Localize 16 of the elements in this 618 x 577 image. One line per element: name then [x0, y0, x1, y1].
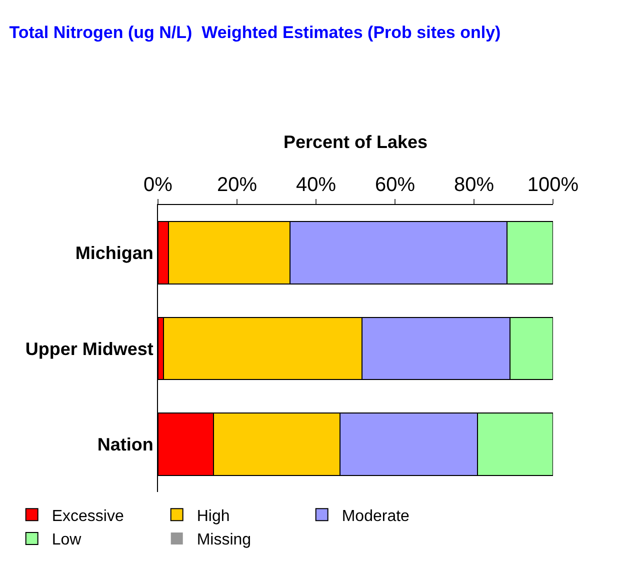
x-tick-label: 40% — [296, 174, 336, 196]
x-tick-label: 60% — [374, 174, 416, 196]
y-tick-label: Michigan — [75, 243, 154, 264]
legend-label: Moderate — [342, 508, 410, 525]
x-tick-label: 20% — [216, 174, 258, 196]
legend-label: Low — [52, 532, 82, 549]
x-axis-title: Percent of Lakes — [283, 132, 428, 152]
legend-label: Excessive — [52, 508, 124, 525]
x-tick-label: 80% — [454, 174, 494, 196]
legend-label: High — [196, 508, 230, 525]
x-tick-label: 0% — [144, 174, 173, 196]
x-tick-label: 100% — [527, 174, 579, 196]
y-tick-label: Upper Midwest — [25, 338, 154, 359]
y-tick-label: Nation — [97, 434, 154, 454]
legend-label: Missing — [196, 532, 252, 549]
chart-title: Total Nitrogen (ug N/L) Weighted Estimates (Prob sites only) — [9, 22, 501, 42]
